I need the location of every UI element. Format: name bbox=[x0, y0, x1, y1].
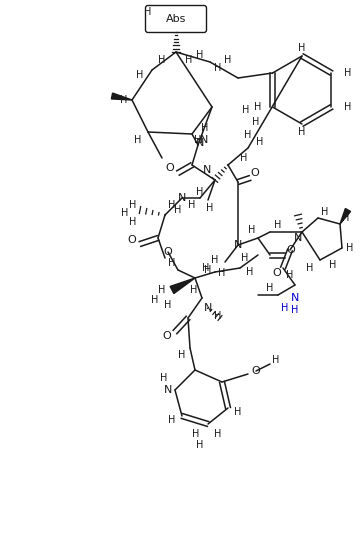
Text: N: N bbox=[196, 138, 204, 148]
Text: N: N bbox=[200, 135, 208, 145]
Text: O: O bbox=[128, 235, 136, 245]
Text: H: H bbox=[286, 270, 294, 280]
Text: H: H bbox=[218, 268, 226, 278]
Text: H: H bbox=[344, 68, 352, 78]
Text: H: H bbox=[201, 123, 209, 133]
Text: H: H bbox=[164, 300, 172, 310]
Text: O: O bbox=[163, 331, 171, 341]
Text: H: H bbox=[151, 295, 159, 305]
Text: H: H bbox=[136, 70, 144, 80]
Text: H: H bbox=[196, 440, 204, 450]
Text: H: H bbox=[234, 407, 242, 417]
Text: H: H bbox=[342, 213, 350, 223]
Text: O: O bbox=[164, 247, 173, 257]
Text: H: H bbox=[120, 95, 128, 105]
Text: H: H bbox=[241, 253, 249, 263]
Text: H: H bbox=[144, 7, 152, 17]
Text: H: H bbox=[256, 137, 264, 147]
Text: H: H bbox=[346, 243, 354, 253]
Text: H: H bbox=[185, 55, 193, 65]
Text: H: H bbox=[321, 207, 329, 217]
Text: H: H bbox=[214, 311, 222, 321]
Polygon shape bbox=[340, 208, 351, 224]
Polygon shape bbox=[111, 93, 132, 100]
Text: H: H bbox=[274, 220, 282, 230]
Text: H: H bbox=[306, 263, 314, 273]
Text: H: H bbox=[252, 117, 260, 127]
Text: H: H bbox=[254, 102, 262, 112]
Text: H: H bbox=[344, 102, 352, 112]
Text: H: H bbox=[192, 429, 200, 439]
Text: H: H bbox=[134, 135, 142, 145]
Text: H: H bbox=[291, 305, 299, 315]
Text: N: N bbox=[204, 303, 212, 313]
Text: H: H bbox=[214, 63, 222, 73]
Text: H: H bbox=[329, 260, 337, 270]
Text: N: N bbox=[294, 233, 302, 243]
Text: H: H bbox=[214, 429, 222, 439]
Text: O: O bbox=[251, 168, 260, 178]
Text: H: H bbox=[242, 105, 250, 115]
Text: H: H bbox=[196, 50, 204, 60]
Text: O: O bbox=[286, 245, 295, 255]
Text: H: H bbox=[174, 205, 182, 215]
Text: H: H bbox=[298, 127, 306, 137]
Text: H: H bbox=[202, 263, 210, 273]
Text: H: H bbox=[224, 55, 232, 65]
Text: H: H bbox=[129, 217, 137, 227]
Text: H: H bbox=[196, 187, 204, 197]
Text: H: H bbox=[211, 255, 219, 265]
Text: H: H bbox=[194, 135, 202, 145]
Text: H: H bbox=[168, 200, 176, 210]
Text: N: N bbox=[178, 193, 186, 203]
Text: H: H bbox=[158, 55, 166, 65]
Text: H: H bbox=[121, 208, 129, 218]
Text: H: H bbox=[244, 130, 252, 140]
Text: H: H bbox=[158, 285, 166, 295]
Text: H: H bbox=[168, 415, 176, 425]
Text: H: H bbox=[160, 373, 168, 383]
Text: N: N bbox=[234, 240, 242, 250]
Text: N: N bbox=[203, 165, 211, 175]
Text: H: H bbox=[206, 203, 214, 213]
Text: O: O bbox=[252, 366, 260, 376]
Text: H: H bbox=[129, 200, 137, 210]
Text: H: H bbox=[188, 200, 196, 210]
Text: O: O bbox=[273, 268, 281, 278]
Text: H: H bbox=[281, 303, 289, 313]
Text: N: N bbox=[291, 293, 299, 303]
Text: H: H bbox=[246, 267, 254, 277]
Text: H: H bbox=[168, 258, 176, 268]
Text: H: H bbox=[272, 355, 280, 365]
Text: H: H bbox=[240, 153, 248, 163]
Text: H: H bbox=[204, 265, 212, 275]
Text: H: H bbox=[190, 285, 198, 295]
Text: N: N bbox=[164, 385, 172, 395]
Text: H: H bbox=[178, 350, 186, 360]
Text: O: O bbox=[166, 163, 174, 173]
Text: H: H bbox=[266, 283, 274, 293]
Text: H: H bbox=[298, 43, 306, 53]
Polygon shape bbox=[170, 278, 195, 294]
Text: Abs: Abs bbox=[166, 14, 186, 24]
FancyBboxPatch shape bbox=[146, 5, 206, 33]
Text: H: H bbox=[248, 225, 256, 235]
